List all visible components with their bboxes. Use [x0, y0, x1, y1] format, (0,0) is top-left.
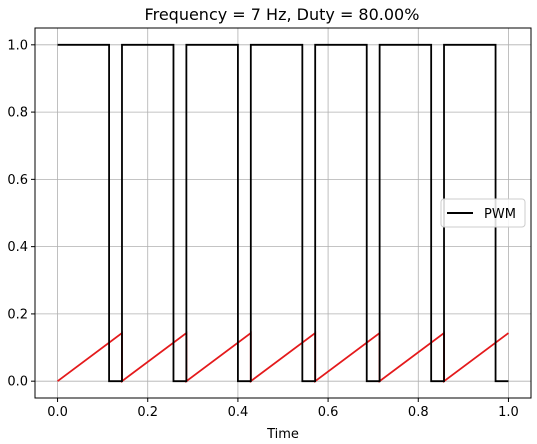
- legend-box: [440, 198, 526, 228]
- series-line-pwm: [57, 43, 509, 383]
- y-tick-label-0: 0.0: [7, 375, 28, 390]
- legend: PWM: [440, 198, 526, 228]
- x-tick-label-3: 0.6: [318, 405, 339, 420]
- y-tick-label-5: 1.0: [7, 38, 28, 53]
- x-tick-label-2: 0.4: [228, 405, 249, 420]
- plot-frame: [34, 27, 532, 399]
- x-axis-ticks: 0.0 0.2 0.4 0.6 0.8 1.0: [47, 398, 519, 420]
- y-tick-label-4: 0.8: [7, 106, 28, 121]
- x-tick-label-1: 0.2: [137, 405, 158, 420]
- legend-label-pwm: PWM: [484, 207, 516, 222]
- x-axis-label: Time: [266, 427, 299, 442]
- x-tick-label-5: 1.0: [498, 405, 519, 420]
- y-tick-label-3: 0.6: [7, 173, 28, 188]
- series-line-carrier-1: [57, 331, 509, 383]
- x-tick-label-4: 0.8: [408, 405, 429, 420]
- chart-title: Frequency = 7 Hz, Duty = 80.00%: [145, 5, 420, 24]
- y-tick-label-1: 0.2: [7, 307, 28, 322]
- series-group: [57, 43, 509, 383]
- y-tick-label-2: 0.4: [7, 240, 28, 255]
- y-axis-ticks: 0.0 0.2 0.4 0.6 0.8 1.0: [7, 38, 35, 390]
- x-tick-label-0: 0.0: [47, 405, 68, 420]
